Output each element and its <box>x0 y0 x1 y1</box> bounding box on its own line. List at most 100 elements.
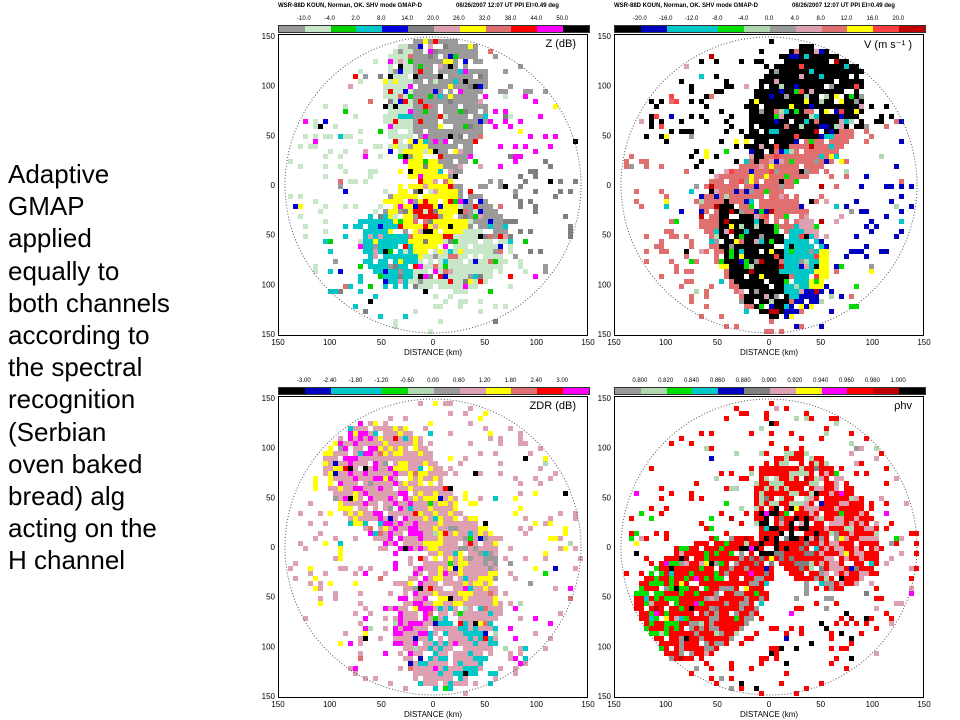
colorbar-swatch <box>356 388 383 394</box>
colorbar-tick: -0.60 <box>400 378 414 384</box>
y-tick-label: 50 <box>266 493 275 502</box>
x-tick-label: 50 <box>376 338 386 347</box>
colorbar-tick: 44.0 <box>530 16 543 22</box>
colorbar-tick: 0.00 <box>427 378 439 384</box>
x-axis-ticks: 150 100 50 0 50 100 150 <box>607 700 930 710</box>
colorbar-tick: -3.00 <box>296 378 311 384</box>
y-tick-label: 50 <box>602 593 611 602</box>
y-tick-label: 100 <box>598 642 612 651</box>
colorbar-swatch <box>459 26 486 32</box>
y-tick-label: 100 <box>262 82 276 91</box>
colorbar-swatch <box>821 388 848 394</box>
colorbar-swatch <box>279 388 305 394</box>
colorbar-tick: 2.40 <box>530 378 543 384</box>
colorbar-swatch <box>356 26 383 32</box>
radar-ppi-plot: 150 100 50 0 50 100 150 <box>262 32 588 339</box>
colorbar-ticks: -3.00 -2.40 -1.80 -1.20 -0.60 0.00 0.60 1.20 1.8… <box>278 378 588 386</box>
x-tick-label: 150 <box>607 700 621 709</box>
x-axis-label: DISTANCE (km) <box>739 710 799 719</box>
y-tick-label: 150 <box>262 692 276 701</box>
y-tick-label: 100 <box>262 280 276 289</box>
radar-panel-v: WSR-88D KOUN, Norman, OK. SHV mode GMAP-… <box>594 0 931 358</box>
x-tick-label: 0 <box>766 338 772 347</box>
field-label: ZDR (dB) <box>529 400 576 412</box>
panel-header: WSR-88D KOUN, Norman, OK. SHV mode GMAP-… <box>614 0 924 12</box>
plot-frame <box>278 396 588 698</box>
colorbar-tick: 0.900 <box>761 378 777 384</box>
colorbar-tick: 8.0 <box>377 16 386 22</box>
x-tick-label: 50 <box>480 700 490 709</box>
caption-text: Adaptive GMAP applied equally to both ch… <box>8 159 170 576</box>
x-tick-label: 100 <box>322 338 337 347</box>
y-tick-label: 50 <box>602 493 611 502</box>
x-tick-label: 150 <box>271 338 285 347</box>
colorbar-tick: 16.0 <box>866 16 879 22</box>
plot-frame <box>278 34 588 336</box>
header-timestamp: 06/26/2007 12:07 UT PPI El=0.49 deg <box>456 3 559 9</box>
x-tick-label: 100 <box>865 700 880 709</box>
colorbar-tick: 20.0 <box>427 16 439 22</box>
colorbar-tick: 0.980 <box>864 378 880 384</box>
range-ring <box>284 36 582 334</box>
y-tick-label: 100 <box>262 642 276 651</box>
colorbar-tick: 0.0 <box>764 16 774 22</box>
colorbar-swatch <box>485 26 512 32</box>
y-tick-label: 100 <box>262 444 276 453</box>
colorbar-tick: 2.0 <box>351 16 360 22</box>
y-tick-label: 150 <box>598 394 612 403</box>
colorbar-tick: -8.0 <box>712 16 723 22</box>
radar-ppi-plot: 150 100 50 0 50 100 150 <box>598 32 924 339</box>
colorbar-swatch <box>615 388 641 394</box>
x-tick-label: 50 <box>816 700 826 709</box>
colorbar-tick: -4.0 <box>737 16 749 22</box>
y-tick-label: 150 <box>598 32 612 41</box>
colorbar-swatch <box>279 26 305 32</box>
colorbar-swatch <box>537 388 564 394</box>
range-ring <box>620 36 918 334</box>
colorbar-swatch <box>459 388 486 394</box>
radar-panel-zdr: -3.00 -2.40 -1.80 -1.20 -0.60 0.00 0.60 1.20 1.8… <box>258 362 595 720</box>
colorbar-swatch <box>382 26 409 32</box>
colorbar-tick: -1.80 <box>348 378 363 384</box>
x-axis-ticks: 150 100 50 0 50 100 150 <box>271 700 594 710</box>
y-tick-label: 100 <box>598 280 612 289</box>
colorbar-tick: 8.0 <box>816 16 825 22</box>
colorbar-swatch <box>795 26 822 32</box>
x-tick-label: 150 <box>581 700 595 709</box>
x-tick-label: 100 <box>658 700 673 709</box>
radar-panel-rhohv: 0.800 0.820 0.840 0.860 0.880 0.900 0.920 0.940… <box>594 362 931 720</box>
x-axis-ticks: 150 100 50 0 50 100 150 <box>607 338 930 348</box>
y-tick-label: 50 <box>602 231 611 240</box>
colorbar-tick: -10.0 <box>296 16 311 22</box>
x-tick-label: 150 <box>917 338 931 347</box>
colorbar-tick: 12.0 <box>840 16 853 22</box>
colorbar-tick: 38.0 <box>504 16 517 22</box>
x-tick-label: 100 <box>865 338 880 347</box>
colorbar-tick: -12.0 <box>684 16 699 22</box>
colorbar-tick: 32.0 <box>478 16 491 22</box>
colorbar-tick: -20.0 <box>632 16 647 22</box>
colorbar-swatch <box>718 388 745 394</box>
colorbar-swatch <box>563 388 589 394</box>
colorbar-tick: 4.0 <box>790 16 799 22</box>
field-label: V (m s⁻¹ ) <box>864 39 912 51</box>
colorbar-tick: -16.0 <box>658 16 673 22</box>
colorbar-tick: 0.880 <box>735 378 751 384</box>
x-axis-label: DISTANCE (km) <box>403 710 463 719</box>
colorbar-swatch <box>433 388 460 394</box>
colorbar-swatch <box>511 26 538 32</box>
colorbar-swatch <box>899 388 925 394</box>
colorbar-tick: 1.000 <box>890 378 906 384</box>
y-tick-label: 50 <box>266 593 275 602</box>
y-tick-label: 50 <box>266 131 275 140</box>
colorbar-tick: 0.860 <box>709 378 725 384</box>
y-tick-label: 50 <box>602 131 611 140</box>
colorbar-tick: 3.00 <box>556 378 568 384</box>
colorbar-swatch <box>744 388 770 394</box>
x-tick-label: 50 <box>712 700 722 709</box>
y-tick-label: 150 <box>262 330 276 339</box>
x-axis-label: DISTANCE (km) <box>739 348 799 357</box>
colorbar-swatch <box>692 26 719 32</box>
colorbar-swatch <box>563 26 589 32</box>
colorbar-swatch <box>666 388 693 394</box>
